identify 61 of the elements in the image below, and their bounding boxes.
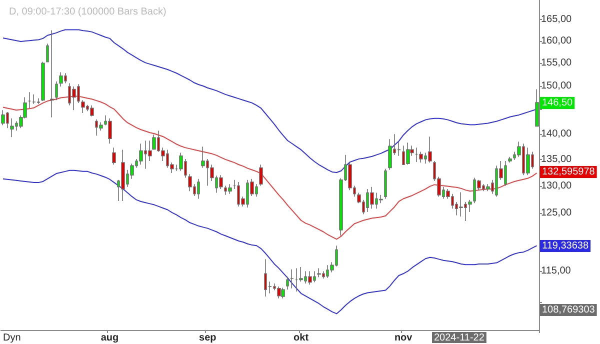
text: 2024-11-22 bbox=[434, 332, 485, 344]
candlestick bbox=[139, 143, 143, 166]
candlestick bbox=[59, 72, 63, 87]
candlestick bbox=[81, 100, 85, 114]
y-tick-label: 160,00 bbox=[541, 36, 572, 47]
y-tick-label: 115,00 bbox=[541, 266, 572, 277]
candlestick bbox=[406, 142, 410, 166]
y-tick-label: 130,00 bbox=[541, 180, 572, 192]
candlestick bbox=[370, 186, 374, 210]
candlestick bbox=[99, 122, 103, 132]
candlestick bbox=[10, 118, 14, 138]
x-tick-label: okt bbox=[294, 332, 310, 344]
candlestick bbox=[290, 269, 294, 289]
candlestick bbox=[419, 151, 423, 163]
x-tick-label: aug bbox=[100, 332, 119, 344]
text: 108,769303 bbox=[542, 304, 596, 316]
candlestick bbox=[281, 287, 285, 299]
x-tick-label: nov bbox=[394, 332, 413, 344]
y-tick-label: 165,00 bbox=[541, 14, 572, 26]
candlestick bbox=[526, 147, 530, 176]
y-tick-label: 155,00 bbox=[541, 58, 572, 69]
x-tick-label: sep bbox=[198, 332, 216, 344]
candlestick bbox=[55, 80, 58, 100]
candlestick bbox=[50, 30, 54, 118]
candlestick bbox=[121, 149, 125, 202]
candlestick bbox=[228, 184, 232, 194]
candlestick bbox=[1, 110, 5, 126]
text: 119,33638 bbox=[542, 240, 589, 252]
y-tick-label: 150,00 bbox=[541, 80, 572, 92]
candlestick bbox=[72, 86, 76, 111]
candlestick bbox=[188, 174, 192, 192]
y-tick-label: 140,00 bbox=[541, 128, 572, 140]
candlestick bbox=[90, 104, 94, 117]
text: 132,595978 bbox=[542, 166, 596, 178]
line-series bbox=[2, 170, 538, 314]
candlestick bbox=[41, 61, 45, 102]
candlestick bbox=[197, 178, 200, 200]
candlestick bbox=[459, 192, 463, 217]
text: 146,50 bbox=[542, 98, 574, 108]
candlestick bbox=[308, 270, 312, 286]
candlestick bbox=[28, 92, 31, 109]
candlestick bbox=[219, 174, 223, 190]
candlestick bbox=[277, 286, 281, 299]
y-tick-label: 135,00 bbox=[541, 154, 572, 165]
text: Dyn bbox=[3, 332, 21, 344]
candlestick bbox=[286, 276, 289, 290]
candlestick bbox=[152, 134, 156, 150]
candlestick bbox=[486, 184, 490, 192]
y-tick-label: 125,00 bbox=[541, 208, 572, 219]
candlestick bbox=[317, 268, 321, 278]
line-series bbox=[2, 96, 538, 240]
candlestick bbox=[259, 164, 263, 186]
candlestick bbox=[428, 136, 432, 163]
text: D, 09:00-17:30 (100000 Bars Back) bbox=[9, 6, 166, 18]
candlestick bbox=[112, 147, 116, 166]
candlestick bbox=[384, 168, 387, 200]
candlestick bbox=[108, 118, 112, 144]
candlestick bbox=[508, 156, 512, 163]
line-series bbox=[2, 29, 538, 173]
candlestick bbox=[32, 94, 36, 104]
candlestick bbox=[46, 43, 49, 62]
